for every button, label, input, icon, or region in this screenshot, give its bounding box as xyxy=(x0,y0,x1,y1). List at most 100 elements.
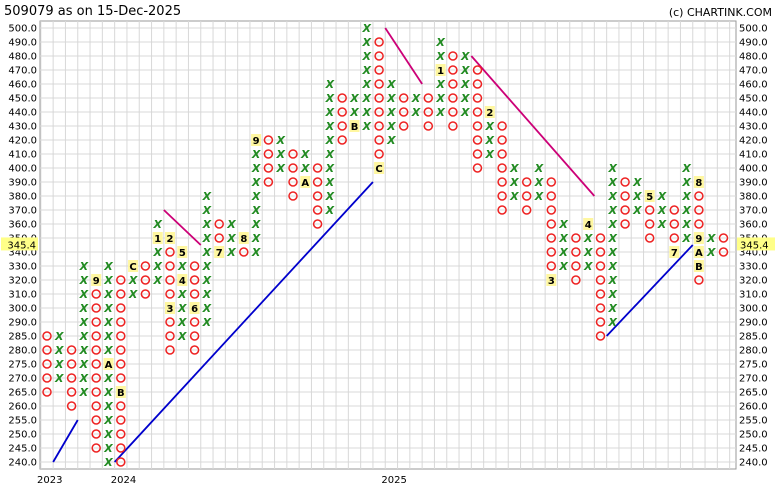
o-box xyxy=(595,331,606,341)
o-box xyxy=(91,345,101,355)
month-marker: 9 xyxy=(93,276,100,287)
month-marker-bg xyxy=(128,260,139,272)
y-tick-label-left: 260.0 xyxy=(8,402,37,413)
o-box xyxy=(448,121,458,131)
o-box xyxy=(595,289,606,299)
o-box xyxy=(644,205,655,215)
x-box: X xyxy=(558,246,568,259)
o-box xyxy=(165,247,175,257)
x-box: X xyxy=(681,204,691,217)
x-box: X xyxy=(657,218,667,231)
x-box: X xyxy=(54,330,64,343)
y-tick-label-right: 480.0 xyxy=(739,52,768,63)
month-marker-bg xyxy=(177,246,188,258)
x-box: X xyxy=(583,246,593,259)
o-box xyxy=(91,331,101,341)
x-box: X xyxy=(275,148,285,161)
x-box: X xyxy=(79,344,89,357)
x-box: X xyxy=(202,316,212,329)
x-box: X xyxy=(386,106,396,119)
o-box xyxy=(116,345,126,355)
x-box: X xyxy=(435,36,445,49)
o-box xyxy=(91,443,101,453)
x-box: X xyxy=(251,190,261,203)
x-box: X xyxy=(177,302,187,315)
x-box: X xyxy=(558,232,568,245)
o-box xyxy=(214,233,224,243)
x-box: X xyxy=(103,302,113,315)
o-box xyxy=(116,429,126,439)
month-marker-bg xyxy=(669,246,680,258)
o-box xyxy=(91,373,101,383)
month-marker-bg xyxy=(165,232,175,244)
y-tick-label-left: 245.0 xyxy=(8,444,37,455)
o-box xyxy=(374,107,384,117)
o-box xyxy=(312,177,323,187)
o-box xyxy=(644,233,655,243)
x-box: X xyxy=(202,204,212,217)
x-box: X xyxy=(251,232,261,245)
o-box xyxy=(337,93,347,103)
last-price-right: 345.4 xyxy=(740,240,769,251)
month-marker: B xyxy=(117,388,125,399)
o-box xyxy=(472,121,483,131)
y-tick-label-right: 460.0 xyxy=(739,80,768,91)
month-marker: A xyxy=(105,360,113,371)
x-box: X xyxy=(362,22,372,35)
o-box xyxy=(521,177,532,187)
x-box: X xyxy=(608,218,618,231)
y-tick-label-right: 410.0 xyxy=(739,150,768,161)
x-box: X xyxy=(608,288,618,301)
o-box xyxy=(472,93,483,103)
x-box: X xyxy=(152,274,162,287)
plot-area xyxy=(39,20,737,470)
o-box xyxy=(718,233,729,243)
x-box: X xyxy=(202,274,212,287)
month-marker: 2 xyxy=(486,108,493,119)
x-box: X xyxy=(558,260,568,273)
o-box xyxy=(448,93,458,103)
y-tick-label-right: 470.0 xyxy=(739,66,768,77)
o-box xyxy=(472,79,483,89)
o-box xyxy=(374,149,384,159)
month-marker: 4 xyxy=(179,276,186,287)
y-tick-label-left: 480.0 xyxy=(8,52,37,63)
x-box: X xyxy=(435,78,445,91)
x-box: X xyxy=(325,134,335,147)
o-box xyxy=(595,261,606,271)
o-box xyxy=(546,247,557,257)
o-box xyxy=(374,37,384,47)
x-box: X xyxy=(681,190,691,203)
x-box: X xyxy=(275,134,285,147)
x-box: X xyxy=(103,456,113,469)
month-marker: 5 xyxy=(179,248,186,259)
x-box: X xyxy=(632,190,642,203)
chart-title: 509079 as on 15-Dec-2025 xyxy=(4,4,182,19)
y-tick-label-right: 260.0 xyxy=(739,402,768,413)
month-marker-bg xyxy=(251,134,262,146)
x-box: X xyxy=(608,274,618,287)
y-tick-label-right: 255.0 xyxy=(739,416,768,427)
o-box xyxy=(472,135,483,145)
y-tick-label-left: 330.0 xyxy=(8,262,37,273)
month-marker-bg xyxy=(435,64,446,76)
month-marker: 3 xyxy=(548,276,555,287)
y-tick-label-right: 330.0 xyxy=(739,262,768,273)
o-box xyxy=(263,135,274,145)
y-tick-label-left: 255.0 xyxy=(8,416,37,427)
x-box: X xyxy=(534,176,544,189)
o-box xyxy=(497,163,507,173)
x-box: X xyxy=(54,358,64,371)
x-box: X xyxy=(79,358,89,371)
y-tick-label-right: 360.0 xyxy=(739,220,768,231)
o-box xyxy=(116,373,126,383)
month-marker: 9 xyxy=(253,136,260,147)
x-box: X xyxy=(657,190,667,203)
x-box: X xyxy=(251,162,261,175)
x-box: X xyxy=(79,386,89,399)
x-box: X xyxy=(103,316,113,329)
x-box: X xyxy=(362,64,372,77)
y-tick-label-right: 340.0 xyxy=(739,248,768,259)
o-box xyxy=(66,373,77,383)
o-box xyxy=(694,191,704,201)
